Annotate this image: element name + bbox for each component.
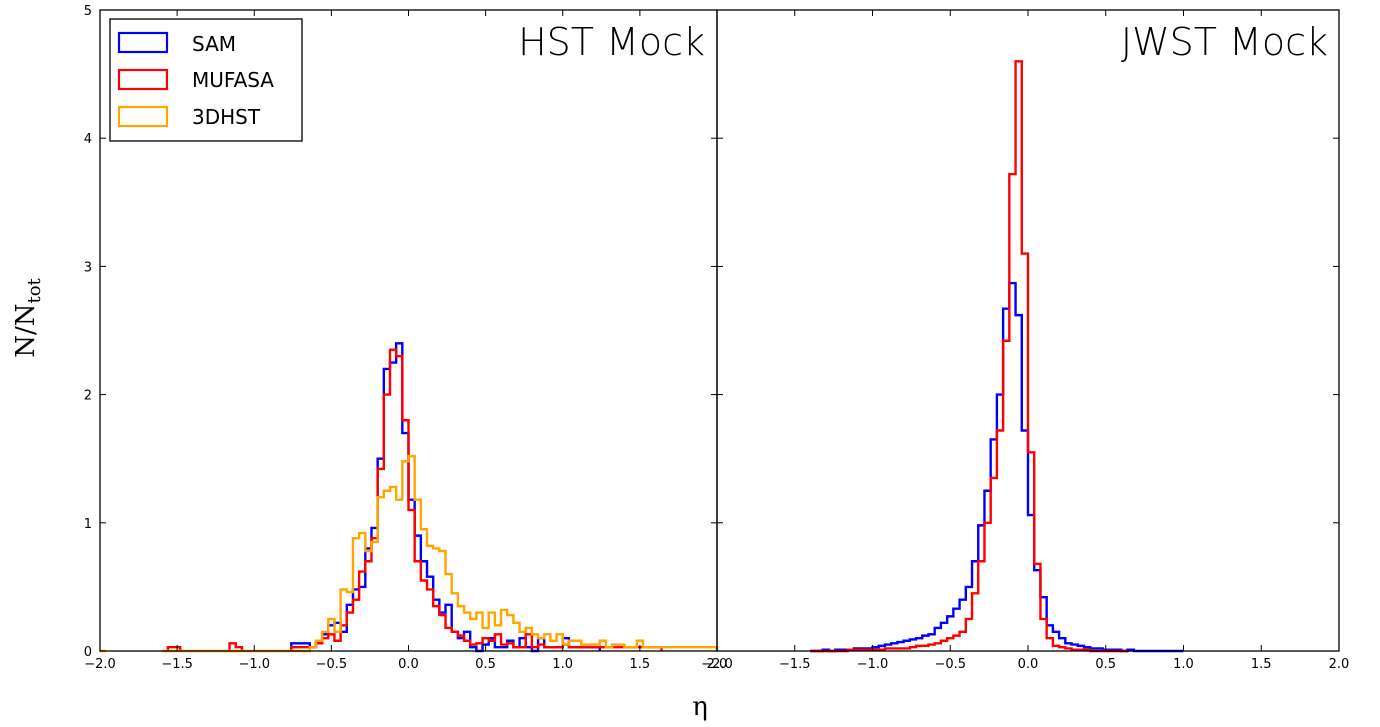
x-axis-label: η bbox=[692, 692, 708, 722]
jwst-plot-area bbox=[810, 60, 1184, 653]
hst-plot-area bbox=[100, 342, 719, 653]
hst-y-tick-label: 3 bbox=[84, 260, 92, 275]
legend-box bbox=[109, 18, 303, 142]
jwst-series-mufasa bbox=[810, 60, 1128, 653]
legend-swatch-mufasa bbox=[117, 68, 169, 91]
y-axis-label-sub: tot bbox=[24, 277, 45, 303]
hst-y-tick-label: 5 bbox=[84, 4, 92, 19]
y-axis-label: N/Ntot bbox=[11, 277, 45, 357]
legend-swatch-sam bbox=[117, 31, 169, 54]
hst-x-tick-label: 1.0 bbox=[552, 657, 573, 672]
hst-x-tick-label: 1.5 bbox=[630, 657, 651, 672]
hst-y-tick-label: 0 bbox=[84, 645, 92, 660]
hst-panel: −2.0 −1.5 −1.0 −0.5 0.0 0.5 1.0 1.5 2.0 0 1 2 3 4 5 HS… bbox=[84, 4, 728, 672]
hst-x-tick-label: 0.5 bbox=[475, 657, 496, 672]
hst-y-tick-label: 1 bbox=[84, 517, 92, 532]
hst-x-tick-label: −0.5 bbox=[316, 657, 348, 672]
hst-panel-title: HST Mock bbox=[518, 20, 705, 64]
hst-x-tick-label: −1.5 bbox=[161, 657, 193, 672]
y-axis-label-main: N/N bbox=[11, 304, 41, 358]
jwst-x-tick-label: 1.5 bbox=[1251, 657, 1272, 672]
jwst-x-tick-label: −0.5 bbox=[934, 657, 966, 672]
hst-y-tick-label: 2 bbox=[84, 389, 92, 404]
jwst-x-tick-label: 0.5 bbox=[1095, 657, 1116, 672]
jwst-panel: −2.0 −1.5 −1.0 −0.5 0.0 0.5 1.0 1.5 2.0 JWST Moc… bbox=[701, 9, 1350, 672]
jwst-x-tick-label: 0.0 bbox=[1018, 657, 1039, 672]
legend: SAM MUFASA 3DHST bbox=[109, 18, 303, 142]
hst-x-tick-label: −2.0 bbox=[84, 657, 116, 672]
legend-label-3dhst: 3DHST bbox=[192, 105, 261, 129]
legend-label-mufasa: MUFASA bbox=[192, 68, 274, 92]
jwst-x-tick-label: −1.5 bbox=[779, 657, 811, 672]
jwst-panel-title: JWST Mock bbox=[1121, 20, 1328, 64]
jwst-ticks: −2.0 −1.5 −1.0 −0.5 0.0 0.5 1.0 1.5 2.0 bbox=[701, 9, 1350, 672]
legend-label-sam: SAM bbox=[192, 32, 236, 56]
legend-swatch-3dhst bbox=[117, 105, 169, 128]
hst-x-tick-label: 2.0 bbox=[707, 657, 728, 672]
jwst-x-tick-label: −2.0 bbox=[701, 657, 733, 672]
hst-x-tick-label: 0.0 bbox=[398, 657, 419, 672]
hst-ticks: −2.0 −1.5 −1.0 −0.5 0.0 0.5 1.0 1.5 2.0 0 1 2 3 4 5 bbox=[84, 4, 728, 672]
jwst-x-tick-label: 1.0 bbox=[1173, 657, 1194, 672]
jwst-x-tick-label: −1.0 bbox=[857, 657, 889, 672]
hst-series-sam bbox=[290, 342, 601, 653]
jwst-x-tick-label: 2.0 bbox=[1329, 657, 1350, 672]
hst-x-tick-label: −1.0 bbox=[238, 657, 270, 672]
hst-y-tick-label: 4 bbox=[84, 132, 92, 147]
